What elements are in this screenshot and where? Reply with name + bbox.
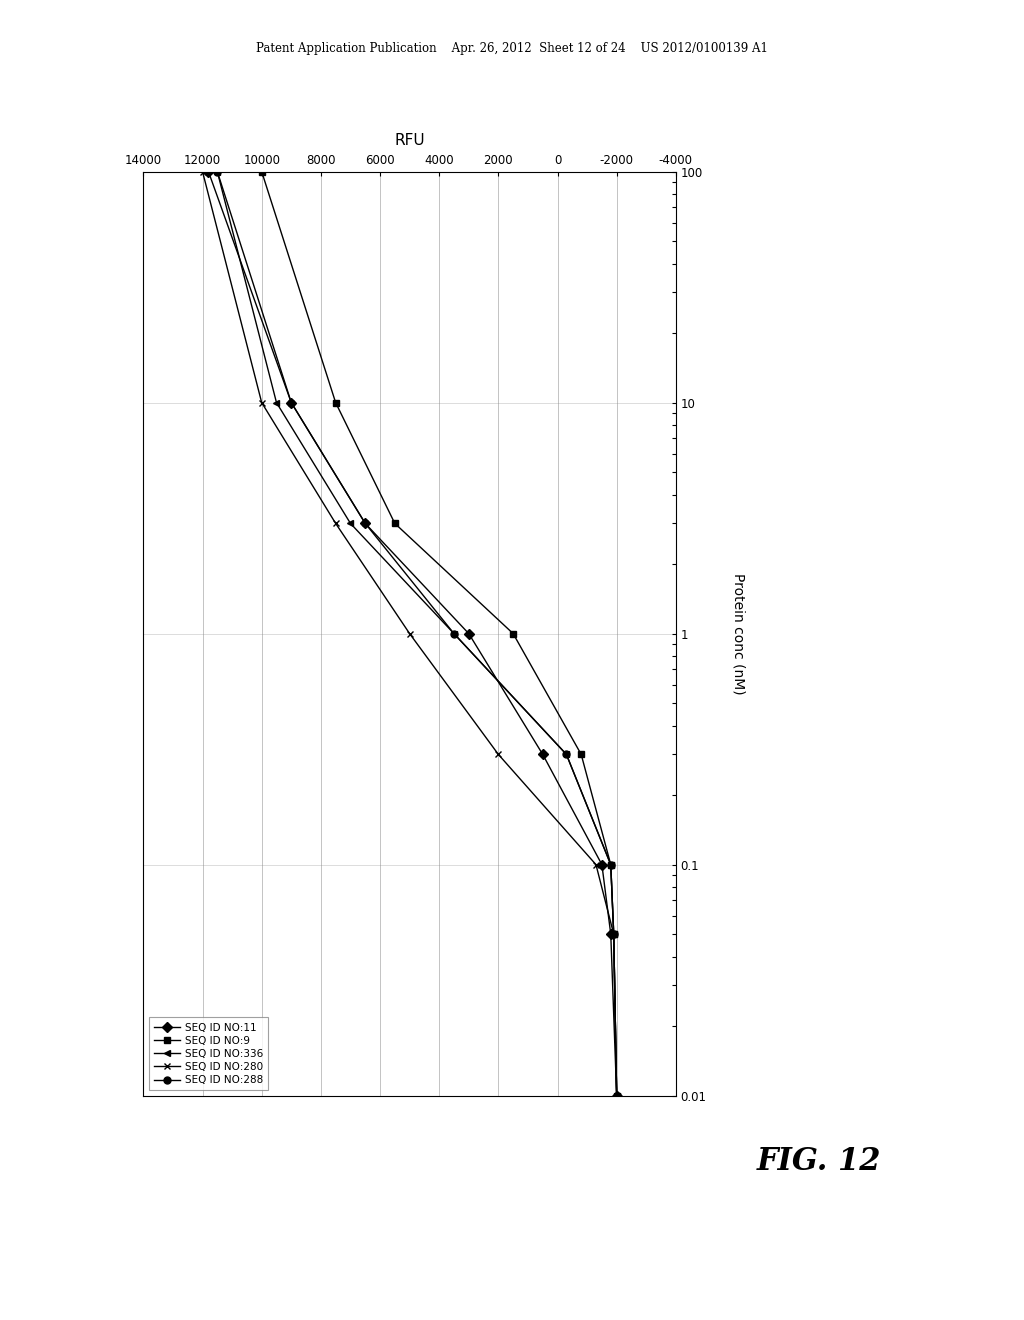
SEQ ID NO:280 bbox=[197, 164, 209, 180]
Text: Patent Application Publication    Apr. 26, 2012  Sheet 12 of 24    US 2012/01001: Patent Application Publication Apr. 26, … bbox=[256, 42, 768, 55]
SEQ ID NO:9 bbox=[607, 927, 620, 942]
SEQ ID NO:280 bbox=[610, 1088, 623, 1104]
Line: SEQ ID NO:336: SEQ ID NO:336 bbox=[214, 168, 621, 1100]
SEQ ID NO:336 bbox=[270, 395, 283, 411]
SEQ ID NO:288 bbox=[607, 927, 620, 942]
SEQ ID NO:280 bbox=[493, 747, 505, 763]
SEQ ID NO:9 bbox=[389, 516, 401, 532]
Y-axis label: Protein conc (nM): Protein conc (nM) bbox=[732, 573, 745, 694]
SEQ ID NO:336 bbox=[604, 857, 616, 873]
SEQ ID NO:288 bbox=[560, 747, 572, 763]
SEQ ID NO:11 bbox=[604, 927, 616, 942]
SEQ ID NO:336 bbox=[607, 927, 620, 942]
SEQ ID NO:11 bbox=[203, 164, 215, 180]
Line: SEQ ID NO:9: SEQ ID NO:9 bbox=[258, 168, 621, 1100]
SEQ ID NO:11 bbox=[596, 857, 608, 873]
SEQ ID NO:11 bbox=[463, 626, 475, 642]
Line: SEQ ID NO:288: SEQ ID NO:288 bbox=[214, 168, 621, 1100]
SEQ ID NO:11 bbox=[285, 395, 297, 411]
SEQ ID NO:9 bbox=[330, 395, 342, 411]
SEQ ID NO:288 bbox=[359, 516, 372, 532]
SEQ ID NO:11 bbox=[610, 1088, 623, 1104]
SEQ ID NO:280 bbox=[607, 927, 620, 942]
Text: FIG. 12: FIG. 12 bbox=[757, 1146, 882, 1177]
SEQ ID NO:336 bbox=[211, 164, 223, 180]
SEQ ID NO:11 bbox=[359, 516, 372, 532]
SEQ ID NO:280 bbox=[256, 395, 268, 411]
SEQ ID NO:11 bbox=[537, 747, 549, 763]
SEQ ID NO:9 bbox=[507, 626, 519, 642]
SEQ ID NO:336 bbox=[610, 1088, 623, 1104]
SEQ ID NO:280 bbox=[403, 626, 416, 642]
X-axis label: RFU: RFU bbox=[394, 133, 425, 148]
SEQ ID NO:336 bbox=[344, 516, 356, 532]
SEQ ID NO:9 bbox=[604, 857, 616, 873]
SEQ ID NO:288 bbox=[447, 626, 460, 642]
SEQ ID NO:9 bbox=[256, 164, 268, 180]
SEQ ID NO:288 bbox=[211, 164, 223, 180]
SEQ ID NO:9 bbox=[610, 1088, 623, 1104]
Legend: SEQ ID NO:11, SEQ ID NO:9, SEQ ID NO:336, SEQ ID NO:280, SEQ ID NO:288: SEQ ID NO:11, SEQ ID NO:9, SEQ ID NO:336… bbox=[148, 1018, 268, 1090]
SEQ ID NO:288 bbox=[285, 395, 297, 411]
SEQ ID NO:280 bbox=[330, 516, 342, 532]
Line: SEQ ID NO:11: SEQ ID NO:11 bbox=[205, 168, 621, 1100]
SEQ ID NO:288 bbox=[610, 1088, 623, 1104]
SEQ ID NO:9 bbox=[575, 747, 588, 763]
Line: SEQ ID NO:280: SEQ ID NO:280 bbox=[199, 168, 621, 1100]
SEQ ID NO:288 bbox=[604, 857, 616, 873]
SEQ ID NO:280 bbox=[590, 857, 602, 873]
SEQ ID NO:336 bbox=[560, 747, 572, 763]
SEQ ID NO:336 bbox=[447, 626, 460, 642]
